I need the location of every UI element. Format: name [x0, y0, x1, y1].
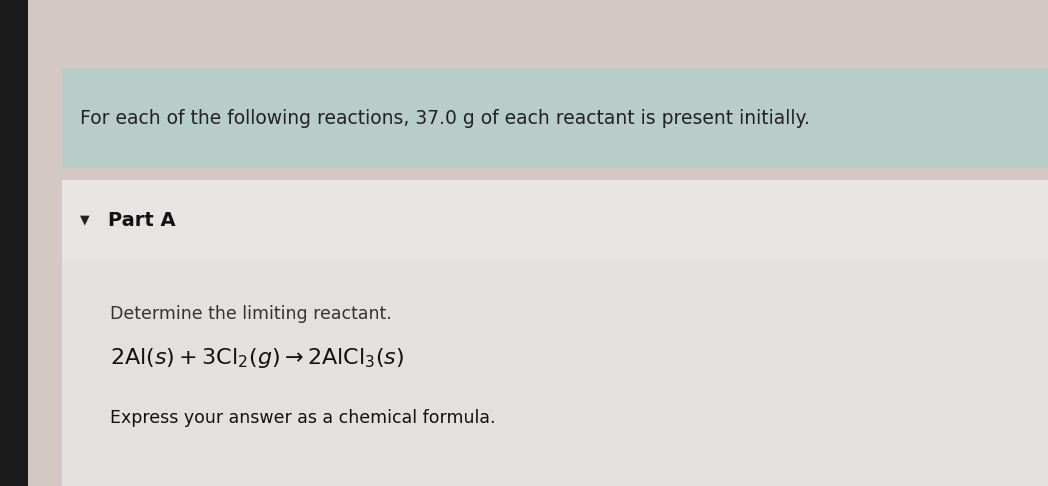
- Text: $2\mathrm{Al}(\mathit{s}) + 3\mathrm{Cl}_2(\mathit{g})\rightarrow 2\mathrm{AlCl}: $2\mathrm{Al}(\mathit{s}) + 3\mathrm{Cl}…: [110, 346, 405, 370]
- Text: Express your answer as a chemical formula.: Express your answer as a chemical formul…: [110, 409, 496, 427]
- Text: Determine the limiting reactant.: Determine the limiting reactant.: [110, 305, 392, 323]
- Text: ▼: ▼: [80, 213, 90, 226]
- Text: Part A: Part A: [108, 210, 176, 229]
- FancyBboxPatch shape: [0, 0, 28, 486]
- Text: For each of the following reactions, 37.0 g of each reactant is present initiall: For each of the following reactions, 37.…: [80, 108, 810, 127]
- FancyBboxPatch shape: [62, 68, 1048, 168]
- FancyBboxPatch shape: [62, 260, 1048, 486]
- FancyBboxPatch shape: [62, 180, 1048, 260]
